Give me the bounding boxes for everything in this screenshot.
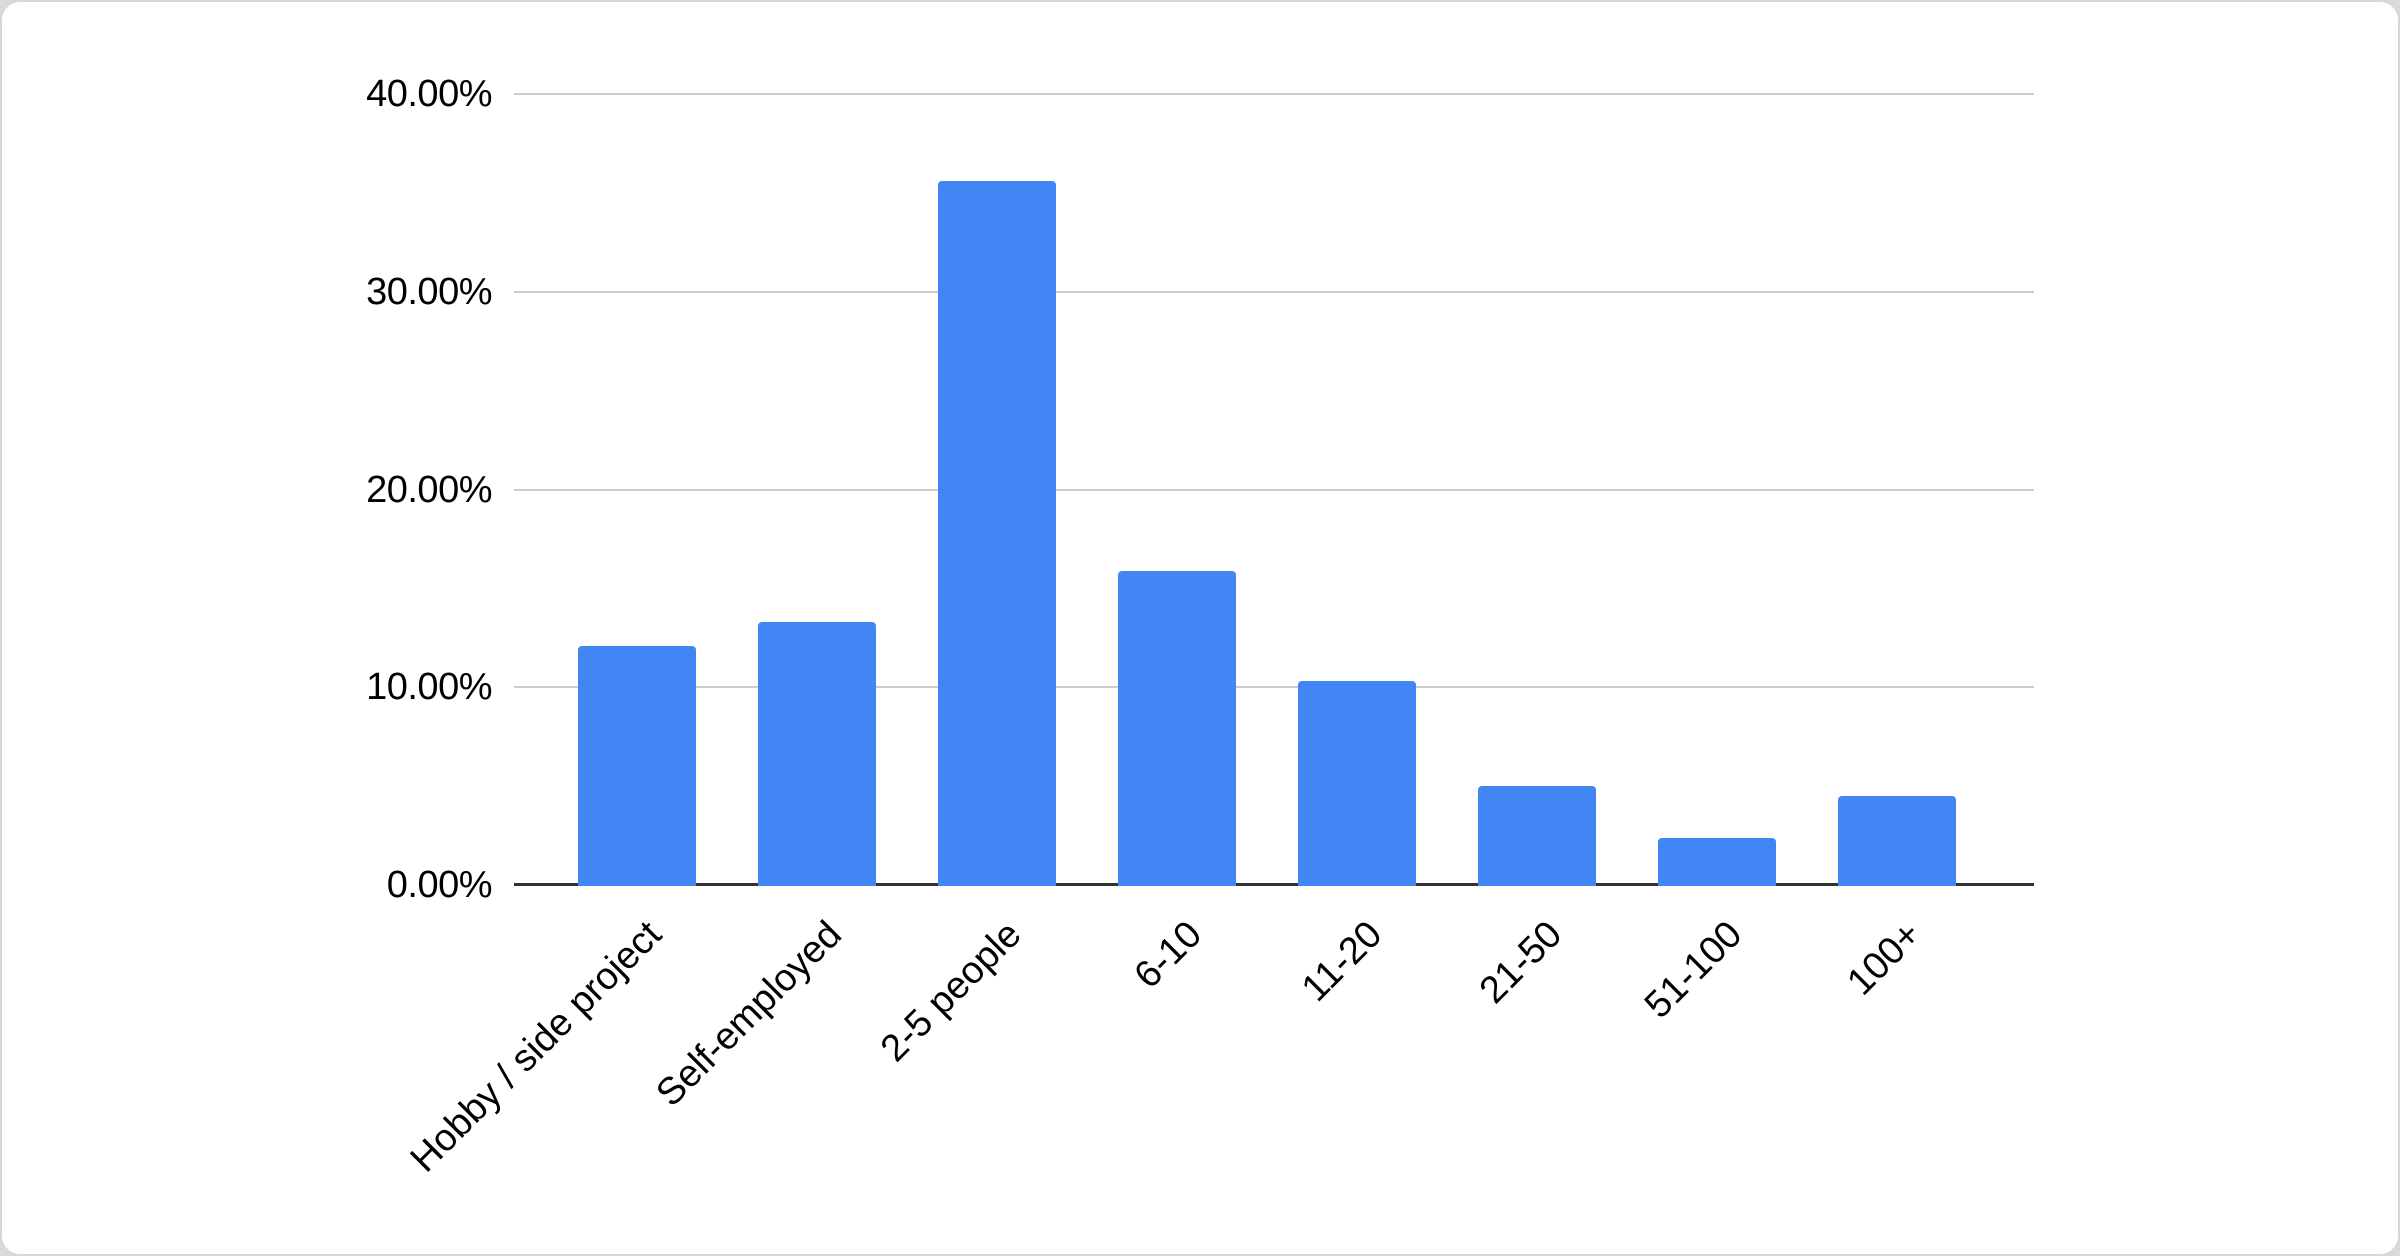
y-axis-tick-label: 40.00%: [366, 73, 492, 115]
gridline: [514, 290, 2034, 293]
y-axis-tick-label: 10.00%: [366, 666, 492, 709]
x-axis-line: [514, 883, 2034, 886]
bar-hobby-side-project[interactable]: [578, 645, 696, 886]
x-axis-category-label: 11-20: [1293, 913, 1390, 1010]
bar-11-20[interactable]: [1298, 681, 1416, 886]
bar-self-employed[interactable]: [758, 621, 876, 886]
y-axis-tick-label: 0.00%: [386, 864, 493, 906]
gridline: [514, 488, 2034, 491]
x-axis-category-label: 51-100: [1636, 913, 1750, 1027]
gridline: [514, 93, 2034, 95]
x-axis-category-label: 21-50: [1471, 913, 1570, 1012]
y-axis-tick-label: 20.00%: [366, 468, 492, 511]
bar-6-10[interactable]: [1118, 570, 1236, 886]
bar-21-50[interactable]: [1478, 786, 1596, 886]
x-axis-category-label: 100+: [1839, 913, 1930, 1004]
x-axis-category-label: Self-employed: [648, 913, 850, 1115]
bar-51-100[interactable]: [1658, 837, 1776, 886]
bar-2-5-people[interactable]: [938, 181, 1056, 886]
gridline: [514, 686, 2034, 689]
x-axis-category-label: Hobby / side project: [402, 913, 670, 1181]
y-axis-tick-label: 30.00%: [366, 270, 492, 313]
bar-100[interactable]: [1838, 796, 1956, 886]
x-axis-category-label: 2-5 people: [873, 913, 1030, 1070]
x-axis-category-label: 6-10: [1126, 913, 1210, 997]
